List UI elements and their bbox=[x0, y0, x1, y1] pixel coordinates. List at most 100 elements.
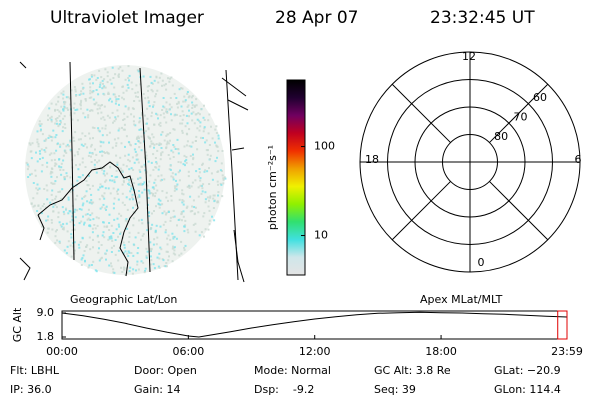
image-pixel bbox=[221, 174, 224, 177]
image-pixel bbox=[153, 210, 155, 212]
image-pixel bbox=[216, 180, 219, 183]
image-pixel bbox=[197, 211, 200, 214]
image-pixel bbox=[152, 243, 155, 246]
image-pixel bbox=[90, 145, 93, 148]
image-pixel bbox=[106, 75, 109, 78]
image-pixel bbox=[43, 203, 45, 205]
image-pixel bbox=[181, 189, 184, 192]
image-pixel bbox=[137, 135, 140, 138]
image-pixel bbox=[179, 122, 182, 125]
image-pixel bbox=[138, 137, 140, 140]
image-pixel bbox=[92, 238, 94, 241]
image-pixel bbox=[202, 183, 205, 186]
image-pixel bbox=[212, 194, 215, 197]
image-pixel bbox=[87, 266, 90, 269]
image-pixel bbox=[38, 150, 41, 153]
image-pixel bbox=[78, 163, 81, 166]
polar-ring-label: 80 bbox=[494, 130, 508, 143]
image-pixel bbox=[185, 161, 188, 164]
image-pixel bbox=[101, 234, 104, 237]
image-pixel bbox=[141, 234, 144, 237]
image-pixel bbox=[184, 100, 187, 103]
image-pixel bbox=[99, 183, 102, 186]
image-pixel bbox=[77, 243, 80, 246]
image-pixel bbox=[77, 176, 80, 178]
image-pixel bbox=[39, 129, 42, 132]
image-pixel bbox=[67, 212, 70, 215]
image-pixel bbox=[114, 239, 117, 241]
image-pixel bbox=[84, 166, 87, 168]
image-pixel bbox=[55, 149, 58, 152]
image-pixel bbox=[127, 65, 130, 68]
image-pixel bbox=[130, 113, 133, 116]
image-pixel bbox=[137, 247, 140, 249]
image-pixel bbox=[135, 269, 137, 272]
image-pixel bbox=[169, 139, 171, 142]
image-pixel bbox=[114, 253, 117, 256]
image-pixel bbox=[150, 88, 153, 91]
image-pixel bbox=[159, 158, 162, 161]
image-pixel bbox=[75, 164, 77, 167]
image-pixel bbox=[198, 175, 200, 178]
image-pixel bbox=[148, 105, 151, 108]
image-pixel bbox=[183, 225, 186, 228]
image-pixel bbox=[184, 125, 187, 128]
image-pixel bbox=[211, 178, 214, 181]
image-pixel bbox=[54, 241, 57, 244]
image-pixel bbox=[104, 152, 107, 154]
image-pixel bbox=[121, 96, 124, 99]
image-pixel bbox=[175, 185, 178, 188]
image-pixel bbox=[112, 232, 115, 234]
image-pixel bbox=[65, 151, 68, 154]
image-pixel bbox=[213, 200, 216, 203]
image-pixel bbox=[186, 133, 189, 136]
image-pixel bbox=[69, 140, 72, 143]
image-pixel bbox=[180, 213, 183, 216]
image-pixel bbox=[124, 219, 127, 222]
image-pixel bbox=[113, 93, 116, 96]
image-pixel bbox=[98, 107, 101, 110]
image-pixel bbox=[159, 114, 162, 117]
image-pixel bbox=[149, 75, 152, 78]
image-pixel bbox=[89, 188, 91, 190]
image-pixel bbox=[82, 254, 85, 257]
image-pixel bbox=[102, 82, 104, 85]
image-pixel bbox=[172, 245, 174, 248]
image-pixel bbox=[122, 119, 125, 121]
image-pixel bbox=[44, 139, 47, 142]
image-pixel bbox=[198, 171, 201, 174]
image-pixel bbox=[60, 162, 63, 165]
image-pixel bbox=[146, 250, 149, 253]
image-pixel bbox=[93, 74, 96, 77]
image-pixel bbox=[38, 187, 41, 190]
image-pixel bbox=[172, 128, 175, 131]
image-pixel bbox=[151, 212, 153, 215]
image-pixel bbox=[91, 126, 94, 129]
image-pixel bbox=[89, 92, 92, 95]
image-pixel bbox=[205, 139, 208, 142]
image-pixel bbox=[121, 69, 124, 72]
image-pixel bbox=[138, 120, 141, 123]
image-pixel bbox=[81, 157, 84, 160]
image-pixel bbox=[101, 154, 104, 157]
image-pixel bbox=[84, 259, 86, 262]
image-pixel bbox=[145, 254, 148, 257]
image-pixel bbox=[71, 229, 74, 231]
image-pixel bbox=[89, 137, 92, 140]
image-pixel bbox=[209, 196, 212, 199]
image-pixel bbox=[59, 169, 62, 171]
image-pixel bbox=[137, 158, 140, 161]
image-pixel bbox=[153, 238, 156, 241]
image-pixel bbox=[56, 239, 59, 242]
image-pixel bbox=[91, 231, 94, 234]
image-pixel bbox=[112, 268, 115, 271]
image-pixel bbox=[101, 194, 104, 197]
image-pixel bbox=[137, 177, 140, 180]
image-pixel bbox=[87, 114, 90, 117]
image-pixel bbox=[167, 259, 170, 262]
x-tick-label: 23:59 bbox=[551, 345, 583, 358]
image-pixel bbox=[113, 179, 116, 182]
image-pixel bbox=[112, 77, 115, 79]
image-pixel bbox=[151, 223, 154, 226]
image-pixel bbox=[76, 108, 79, 111]
